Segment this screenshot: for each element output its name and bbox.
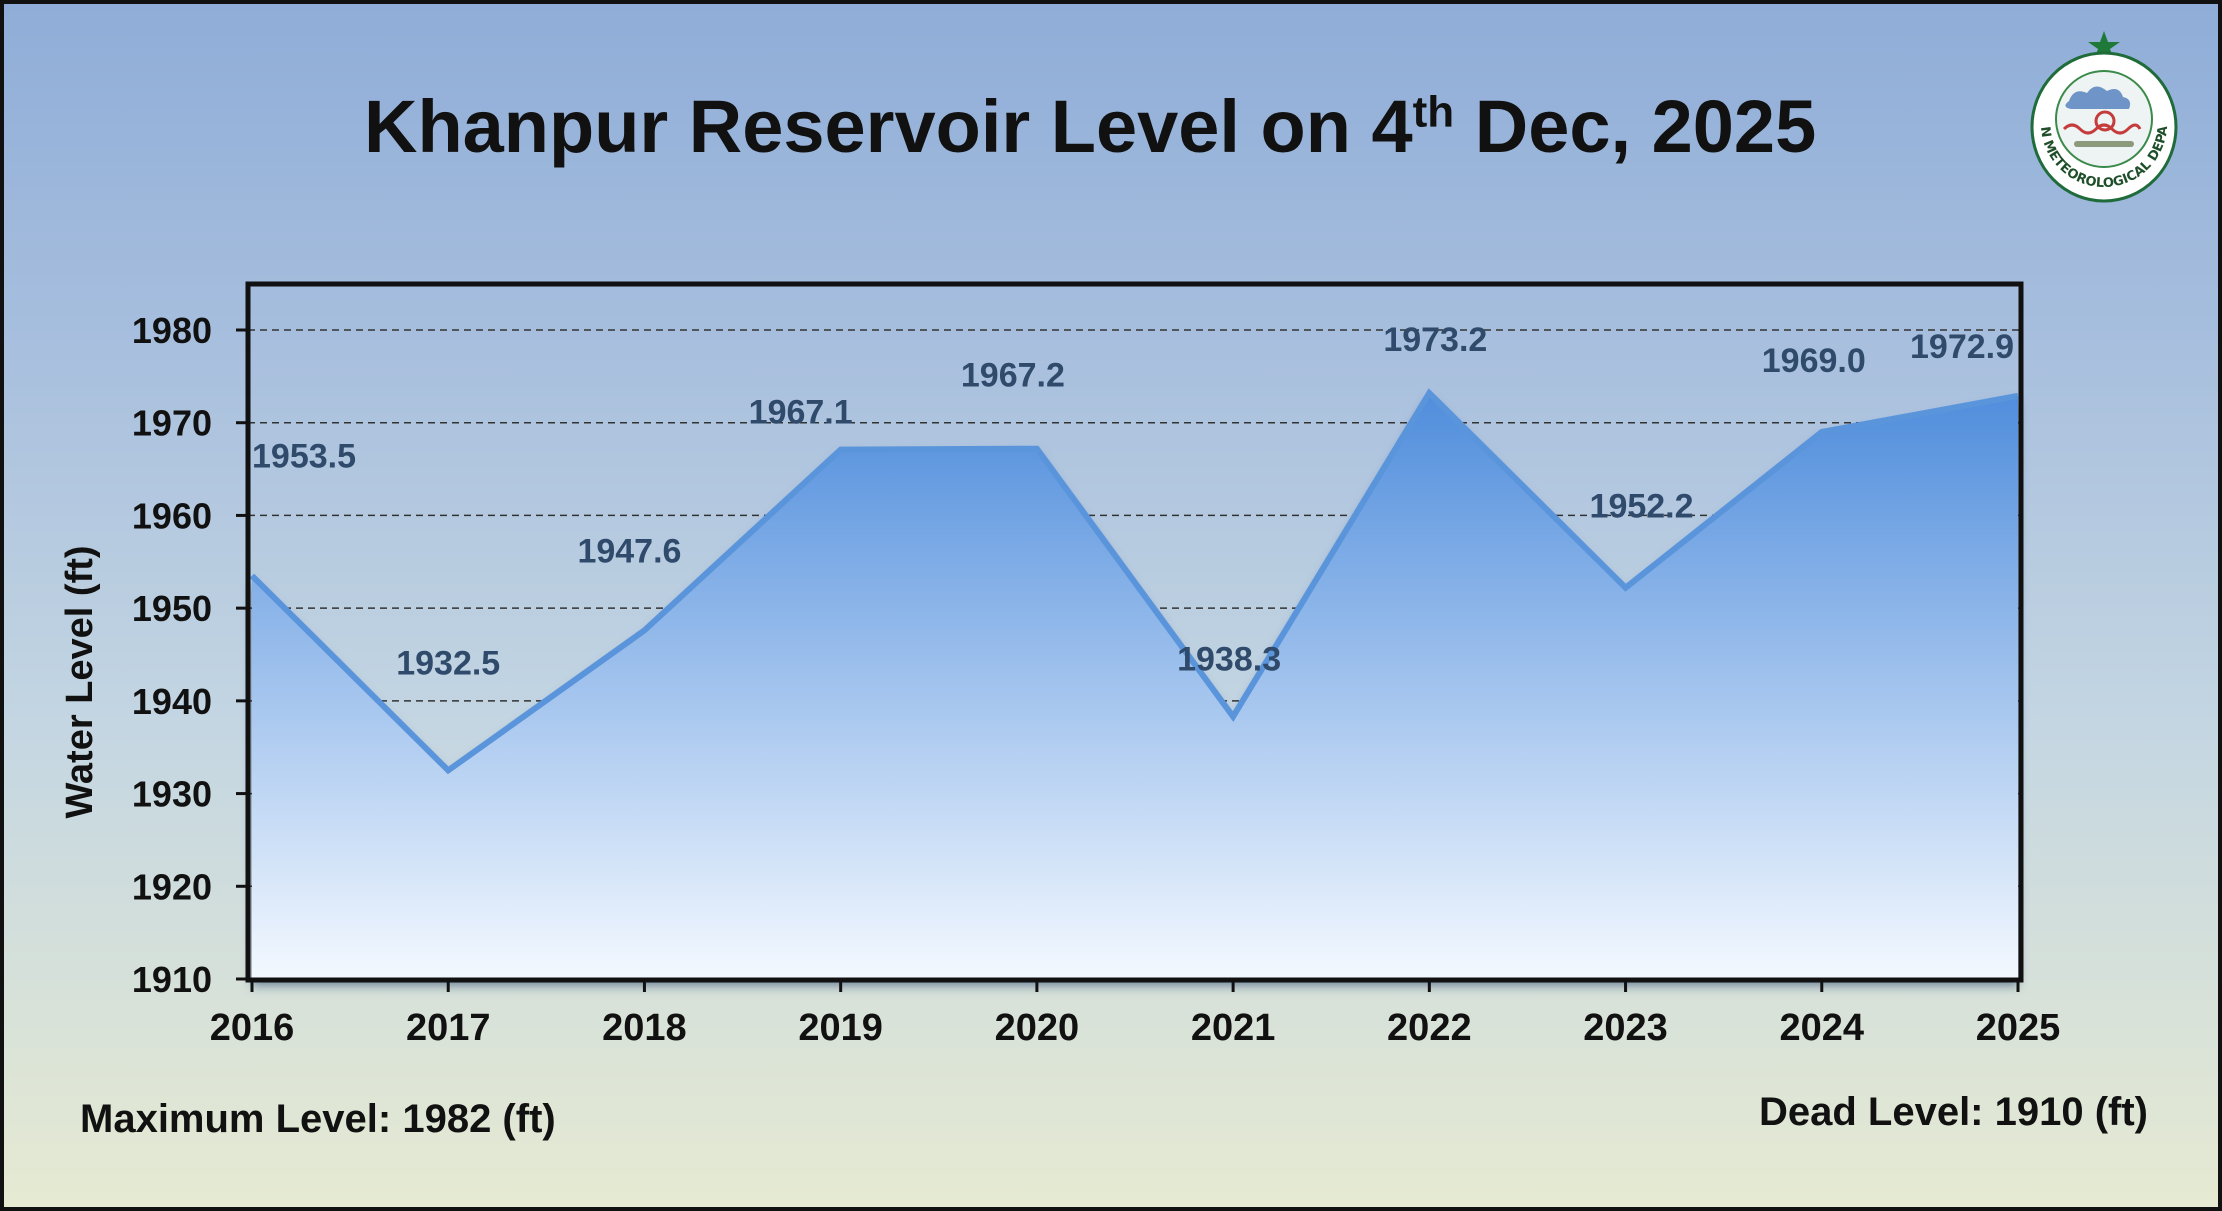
y-tick-label: 1930 bbox=[132, 774, 212, 815]
logo-gauge-icon bbox=[2094, 110, 2116, 132]
y-tick-label: 1950 bbox=[132, 588, 212, 629]
data-label: 1938.3 bbox=[1177, 641, 1281, 679]
x-tick-label: 2019 bbox=[798, 1007, 883, 1049]
data-label: 1967.1 bbox=[749, 394, 853, 432]
x-tick-label: 2020 bbox=[995, 1007, 1080, 1049]
x-tick-label: 2018 bbox=[602, 1007, 687, 1049]
chart-title-date: Dec, 2025 bbox=[1454, 85, 1817, 168]
x-tick-label: 2017 bbox=[406, 1007, 491, 1049]
y-tick-label: 1970 bbox=[132, 403, 212, 444]
chart-title: Khanpur Reservoir Level on 4th Dec, 2025 bbox=[364, 84, 1816, 169]
y-tick-label: 1960 bbox=[132, 495, 212, 536]
pakistan-meteorological-department-logo: PAKISTAN METEOROLOGICAL DEPARTMENT bbox=[2019, 29, 2178, 203]
plot-border bbox=[245, 281, 2024, 983]
data-label: 1947.6 bbox=[577, 532, 681, 570]
maximum-level-note: Maximum Level: 1982 (ft) bbox=[80, 1097, 556, 1141]
x-tick-label: 2021 bbox=[1191, 1007, 1276, 1049]
area-series-edge bbox=[249, 388, 2019, 775]
x-tick-label: 2023 bbox=[1583, 1007, 1668, 1049]
logo-star-icon bbox=[2088, 31, 2120, 60]
y-axis-ticks: 1910 1920 1930 1940 1950 1960 1970 1980 bbox=[132, 310, 248, 1000]
chart-title-superscript: th bbox=[1412, 87, 1455, 137]
y-tick-label: 1980 bbox=[132, 310, 212, 351]
chart-title-main: Khanpur Reservoir Level on 4 bbox=[364, 85, 1413, 168]
y-tick-label: 1940 bbox=[132, 681, 212, 722]
x-tick-label: 2016 bbox=[210, 1007, 295, 1049]
dead-level-note: Dead Level: 1910 (ft) bbox=[1758, 1090, 2148, 1134]
logo-ground-icon bbox=[2074, 141, 2134, 147]
data-label: 1932.5 bbox=[396, 644, 500, 682]
data-label: 1967.2 bbox=[961, 357, 1065, 395]
data-label: 1973.2 bbox=[1383, 321, 1487, 359]
data-label: 1969.0 bbox=[1762, 342, 1866, 380]
data-labels: 1953.5 1932.5 1947.6 1967.1 1967.2 1938.3 1973… bbox=[252, 321, 2014, 682]
y-tick-label: 1910 bbox=[132, 959, 212, 1000]
x-tick-label: 2024 bbox=[1780, 1007, 1865, 1049]
data-label: 1972.9 bbox=[1910, 328, 2014, 366]
y-axis-label: Water Level (ft) bbox=[59, 545, 101, 818]
x-tick-label: 2025 bbox=[1976, 1007, 2061, 1049]
logo-wave-icon bbox=[2062, 123, 2142, 135]
logo-cloud-icon bbox=[2065, 86, 2131, 109]
x-tick-label: 2022 bbox=[1387, 1007, 1472, 1049]
data-label: 1952.2 bbox=[1590, 488, 1694, 526]
area-series bbox=[252, 393, 2018, 980]
x-axis-ticks: 2016 2017 2018 2019 2020 2021 2022 2023 2024 2025 bbox=[210, 980, 2061, 1049]
y-tick-label: 1920 bbox=[132, 866, 212, 907]
data-label: 1953.5 bbox=[252, 438, 356, 476]
